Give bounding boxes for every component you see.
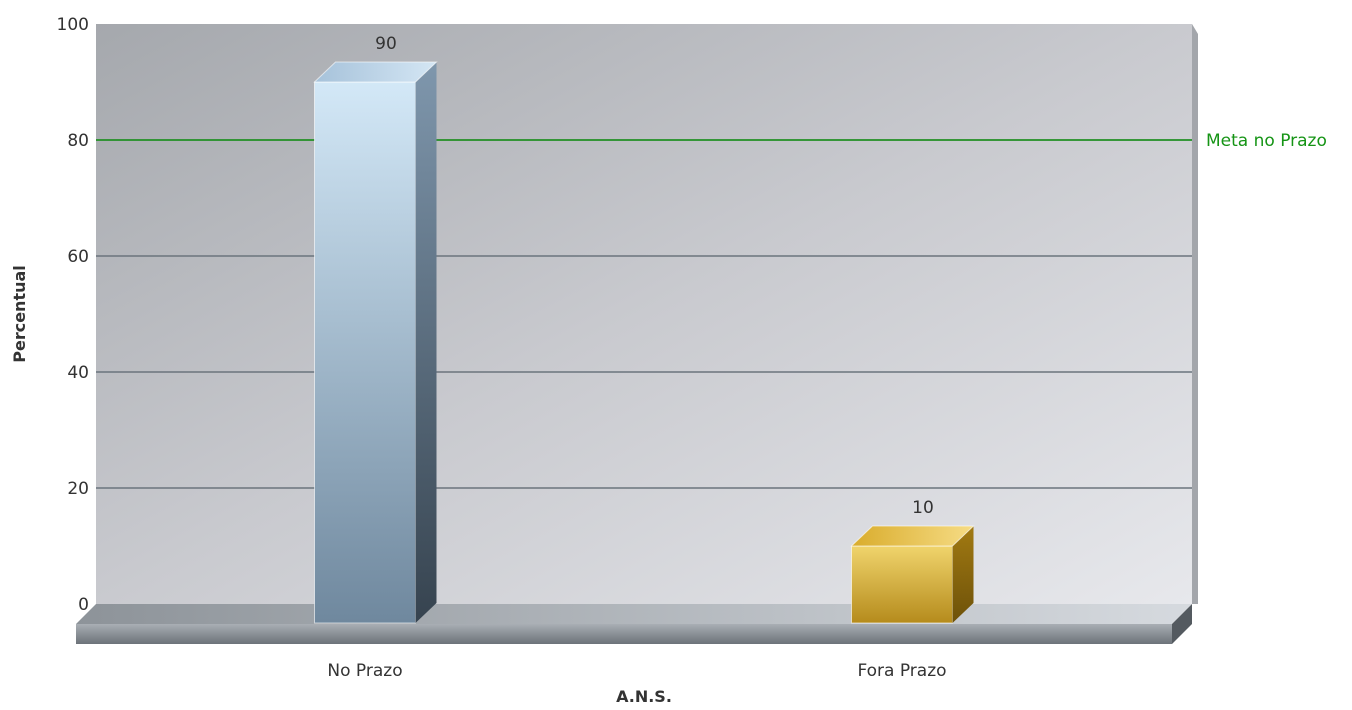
y-tick-label: 20 <box>67 479 89 499</box>
bar-top <box>313 61 438 83</box>
floor-side <box>1172 604 1192 644</box>
data-label: 90 <box>375 34 397 54</box>
bar-top <box>850 525 975 547</box>
x-tick-label: Fora Prazo <box>857 661 946 681</box>
data-label: 10 <box>912 498 934 518</box>
plot-wall-edge <box>1192 24 1198 604</box>
y-tick-label: 60 <box>67 247 89 267</box>
floor-top <box>76 604 1192 624</box>
y-axis-title: Percentual <box>10 265 29 363</box>
bar-front <box>851 545 953 624</box>
y-tick-label: 80 <box>67 131 89 151</box>
y-tick-label: 0 <box>78 595 89 615</box>
y-tick-label: 100 <box>57 15 89 35</box>
floor-front <box>76 624 1172 644</box>
bar-no-prazo: 90 <box>313 34 438 624</box>
x-axis-title: A.N.S. <box>616 687 672 706</box>
bar-side <box>952 526 974 623</box>
target-line-label: Meta no Prazo <box>1206 131 1327 151</box>
bar-side <box>415 62 437 623</box>
plot-wall <box>96 24 1192 604</box>
bar-fora-prazo: 10 <box>850 498 975 624</box>
bar-front <box>314 81 416 624</box>
x-tick-label: No Prazo <box>327 661 402 681</box>
y-tick-label: 40 <box>67 363 89 383</box>
